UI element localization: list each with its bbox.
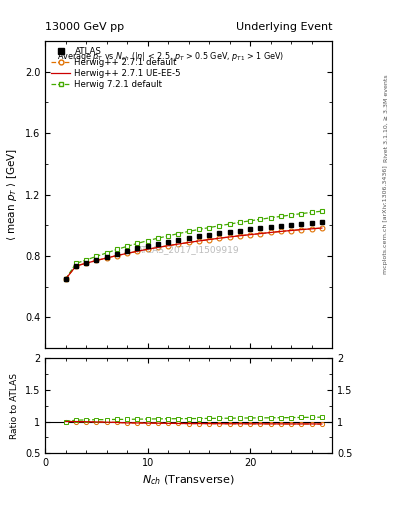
Text: Underlying Event: Underlying Event <box>235 22 332 32</box>
Y-axis label: Ratio to ATLAS: Ratio to ATLAS <box>10 373 19 439</box>
Text: Average $p_T$ vs $N_{ch}$ ($|\eta|$ < 2.5, $p_T$ > 0.5 GeV, $p_{T1}$ > 1 GeV): Average $p_T$ vs $N_{ch}$ ($|\eta|$ < 2.… <box>57 50 284 63</box>
Text: ATLAS_2017_I1509919: ATLAS_2017_I1509919 <box>137 245 240 254</box>
Legend: ATLAS, Herwig++ 2.7.1 default, Herwig++ 2.7.1 UE-EE-5, Herwig 7.2.1 default: ATLAS, Herwig++ 2.7.1 default, Herwig++ … <box>50 45 183 91</box>
X-axis label: $N_{ch}$ (Transverse): $N_{ch}$ (Transverse) <box>142 474 235 487</box>
Y-axis label: $\langle$ mean $p_T$ $\rangle$ [GeV]: $\langle$ mean $p_T$ $\rangle$ [GeV] <box>6 148 19 241</box>
Text: mcplots.cern.ch [arXiv:1306.3436]: mcplots.cern.ch [arXiv:1306.3436] <box>383 165 388 273</box>
Text: Rivet 3.1.10, ≥ 3.3M events: Rivet 3.1.10, ≥ 3.3M events <box>383 74 388 162</box>
Text: 13000 GeV pp: 13000 GeV pp <box>45 22 124 32</box>
